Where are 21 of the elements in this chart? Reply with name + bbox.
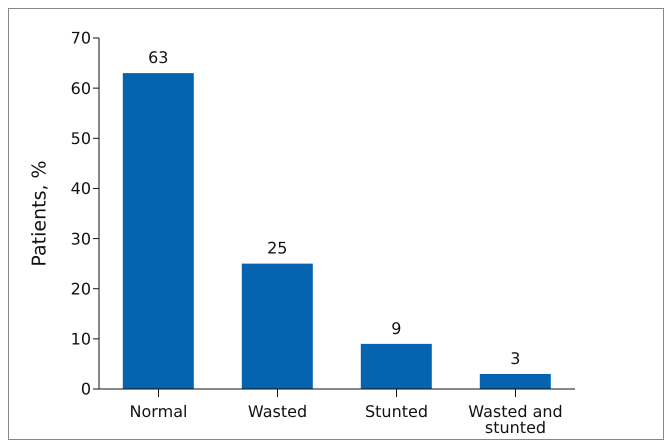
y-tick-label: 60 [70, 78, 91, 98]
bar [360, 344, 432, 389]
y-tick-label: 20 [70, 279, 91, 298]
data-label: 25 [267, 238, 288, 258]
bar [122, 73, 194, 389]
y-tick-label: 70 [70, 28, 91, 48]
data-label: 3 [510, 348, 520, 368]
y-tick-label: 50 [70, 128, 91, 148]
data-label: 63 [148, 48, 168, 68]
y-tick-label: 10 [70, 330, 91, 349]
y-tick-label: 0 [80, 380, 91, 399]
y-tick-label: 40 [70, 179, 91, 198]
x-tick-label: Stunted [365, 402, 428, 421]
data-label: 9 [391, 318, 402, 338]
bar [480, 374, 551, 389]
x-tick-label: Normal [130, 402, 188, 421]
y-tick-label: 30 [70, 229, 91, 248]
y-axis-title: Patients, % [28, 160, 51, 267]
x-tick-label: Wasted and stunted [468, 402, 563, 437]
bar [242, 264, 313, 389]
x-tick-label: Wasted [248, 402, 308, 421]
